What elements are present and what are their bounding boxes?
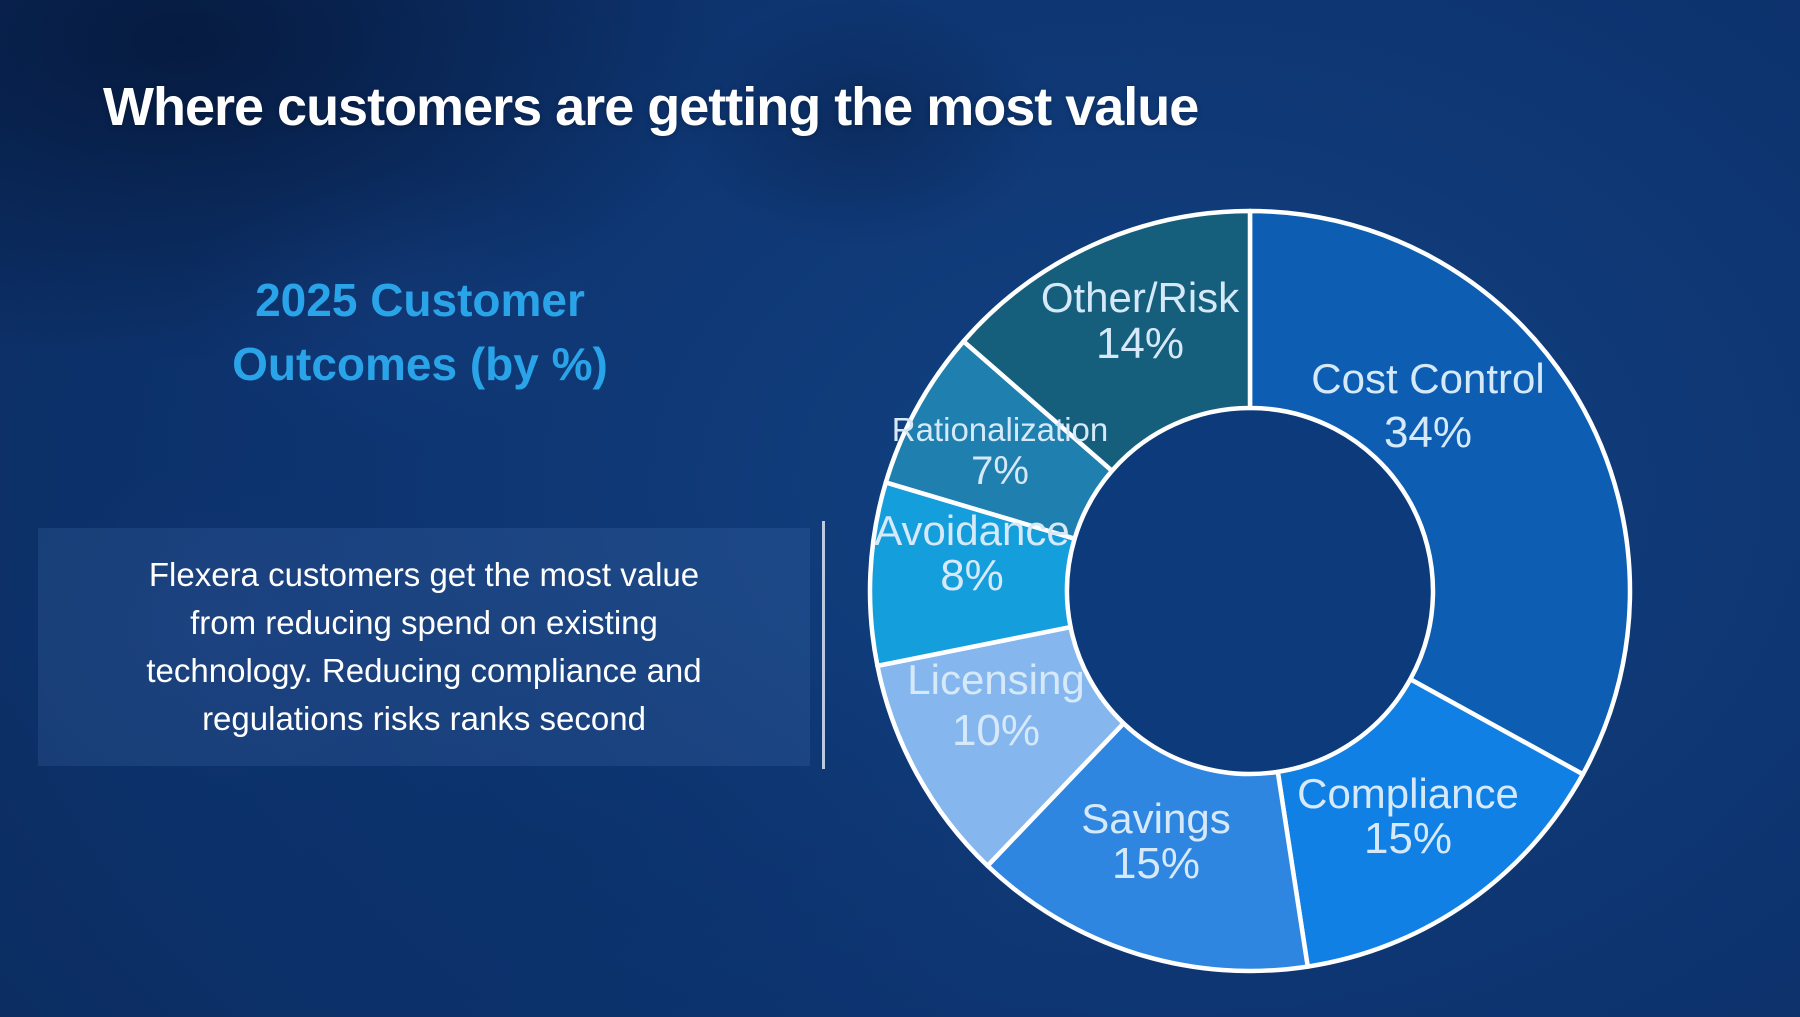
callout-text: Flexera customers get the most value fro… (146, 556, 702, 737)
slice-name: Cost Control (1311, 355, 1544, 402)
slice-label-cost-control: Cost Control 34% (1311, 355, 1544, 457)
donut-slice-licensing (875, 624, 1126, 869)
donut-slice-other-risk (961, 208, 1253, 474)
slide-title: Where customers are getting the most val… (103, 77, 1199, 137)
slice-percent: 7% (971, 449, 1029, 493)
slice-percent: 34% (1384, 408, 1472, 457)
donut-slice-cost-control (1247, 208, 1633, 777)
slice-name: Savings (1081, 795, 1230, 842)
slice-percent: 15% (1364, 814, 1452, 863)
callout-box: Flexera customers get the most value fro… (38, 528, 810, 766)
slice-name: Licensing (907, 656, 1084, 703)
donut-slice-savings (985, 721, 1310, 974)
slice-name: Compliance (1297, 770, 1519, 817)
donut-slice-compliance (1275, 677, 1586, 969)
chart-heading: 2025 Customer Outcomes (by %) (232, 274, 608, 391)
slice-percent: 10% (952, 706, 1040, 755)
donut-hole (1067, 408, 1433, 774)
slice-percent: 14% (1096, 319, 1184, 368)
callout-divider (822, 521, 825, 769)
slice-name: Avoidance (874, 507, 1069, 554)
slice-percent: 8% (940, 551, 1004, 600)
slice-name: Rationalization (892, 411, 1108, 448)
slice-name: Other/Risk (1041, 274, 1240, 321)
slice-percent: 15% (1112, 839, 1200, 888)
